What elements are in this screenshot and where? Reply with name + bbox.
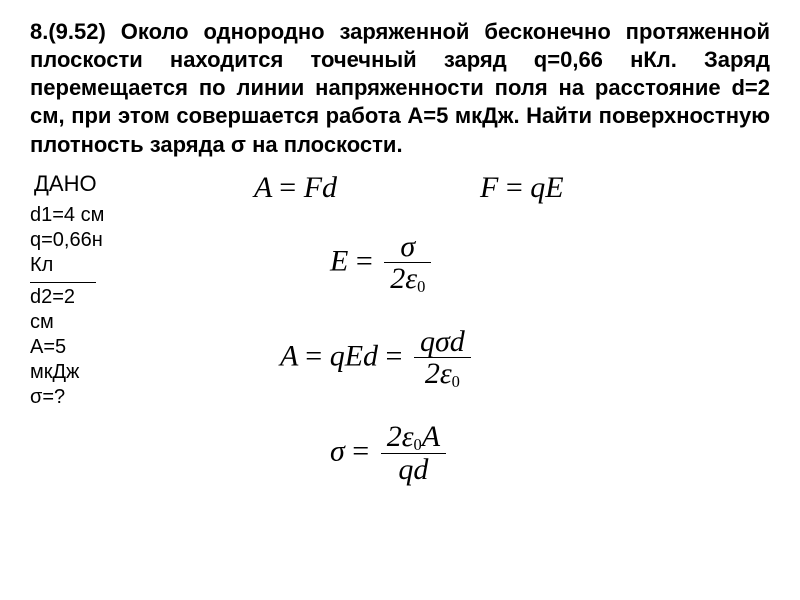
eq5-den: qd	[381, 454, 446, 486]
problem-text-line1: Около однородно заряженной	[121, 19, 470, 44]
given-A: А=5	[30, 335, 160, 360]
eq4-den-eps: ε	[440, 357, 452, 390]
eq3-num: σ	[400, 230, 415, 263]
eq5-num-eps: ε	[402, 420, 414, 453]
eq-A-qEd: A = qEd = qσd 2ε0	[280, 326, 475, 391]
eq3-den-sub: 0	[417, 277, 425, 296]
eq5-lhs: σ	[330, 434, 345, 467]
eq-E-sigma: E = σ 2ε0	[330, 231, 435, 296]
eq4-den-2: 2	[425, 357, 440, 390]
given-A-unit: мкДж	[30, 360, 160, 385]
eq1-lhs: A	[254, 171, 272, 204]
eq3-lhs: E	[330, 244, 348, 277]
eq4-lhs: A	[280, 339, 298, 372]
given-header: ДАНО	[34, 171, 160, 197]
eq-F-qE: F = qE	[480, 171, 564, 205]
given-d2: d2=2	[30, 285, 160, 310]
eq4-fraction: qσd 2ε0	[414, 326, 471, 391]
eq5-num-2: 2	[387, 420, 402, 453]
given-find: σ=?	[30, 385, 160, 410]
eq4-num: qσd	[420, 325, 465, 358]
eq4-mid: qEd	[330, 339, 378, 372]
given-q-line1: q=0,66н	[30, 228, 160, 253]
problem-statement: 8.(9.52) Около однородно заряженной беск…	[30, 18, 770, 159]
given-d1: d1=4 см	[30, 203, 160, 228]
given-d2-unit: см	[30, 310, 160, 335]
eq3-den-2: 2	[390, 262, 405, 295]
eq-sigma-result: σ = 2ε0A qd	[330, 421, 450, 486]
eq5-fraction: 2ε0A qd	[381, 421, 446, 486]
eq3-den-eps: ε	[405, 262, 417, 295]
eq-A-Fd: A = Fd	[254, 171, 337, 205]
eq3-fraction: σ 2ε0	[384, 231, 431, 296]
given-separator	[30, 282, 96, 283]
equations-area: A = Fd F = qE E = σ 2ε0	[160, 171, 770, 410]
eq5-num-A: A	[422, 420, 440, 453]
given-block: ДАНО d1=4 см q=0,66н Кл d2=2 см А=5 мкДж…	[30, 171, 160, 410]
eq2-lhs: F	[480, 171, 498, 204]
eq4-den-sub: 0	[452, 372, 460, 391]
eq5-num-sub: 0	[414, 435, 422, 454]
given-q-line2: Кл	[30, 253, 160, 278]
eq2-rhs: qE	[530, 171, 563, 204]
eq1-rhs: Fd	[304, 171, 337, 204]
problem-number: 8.(9.52)	[30, 19, 106, 44]
